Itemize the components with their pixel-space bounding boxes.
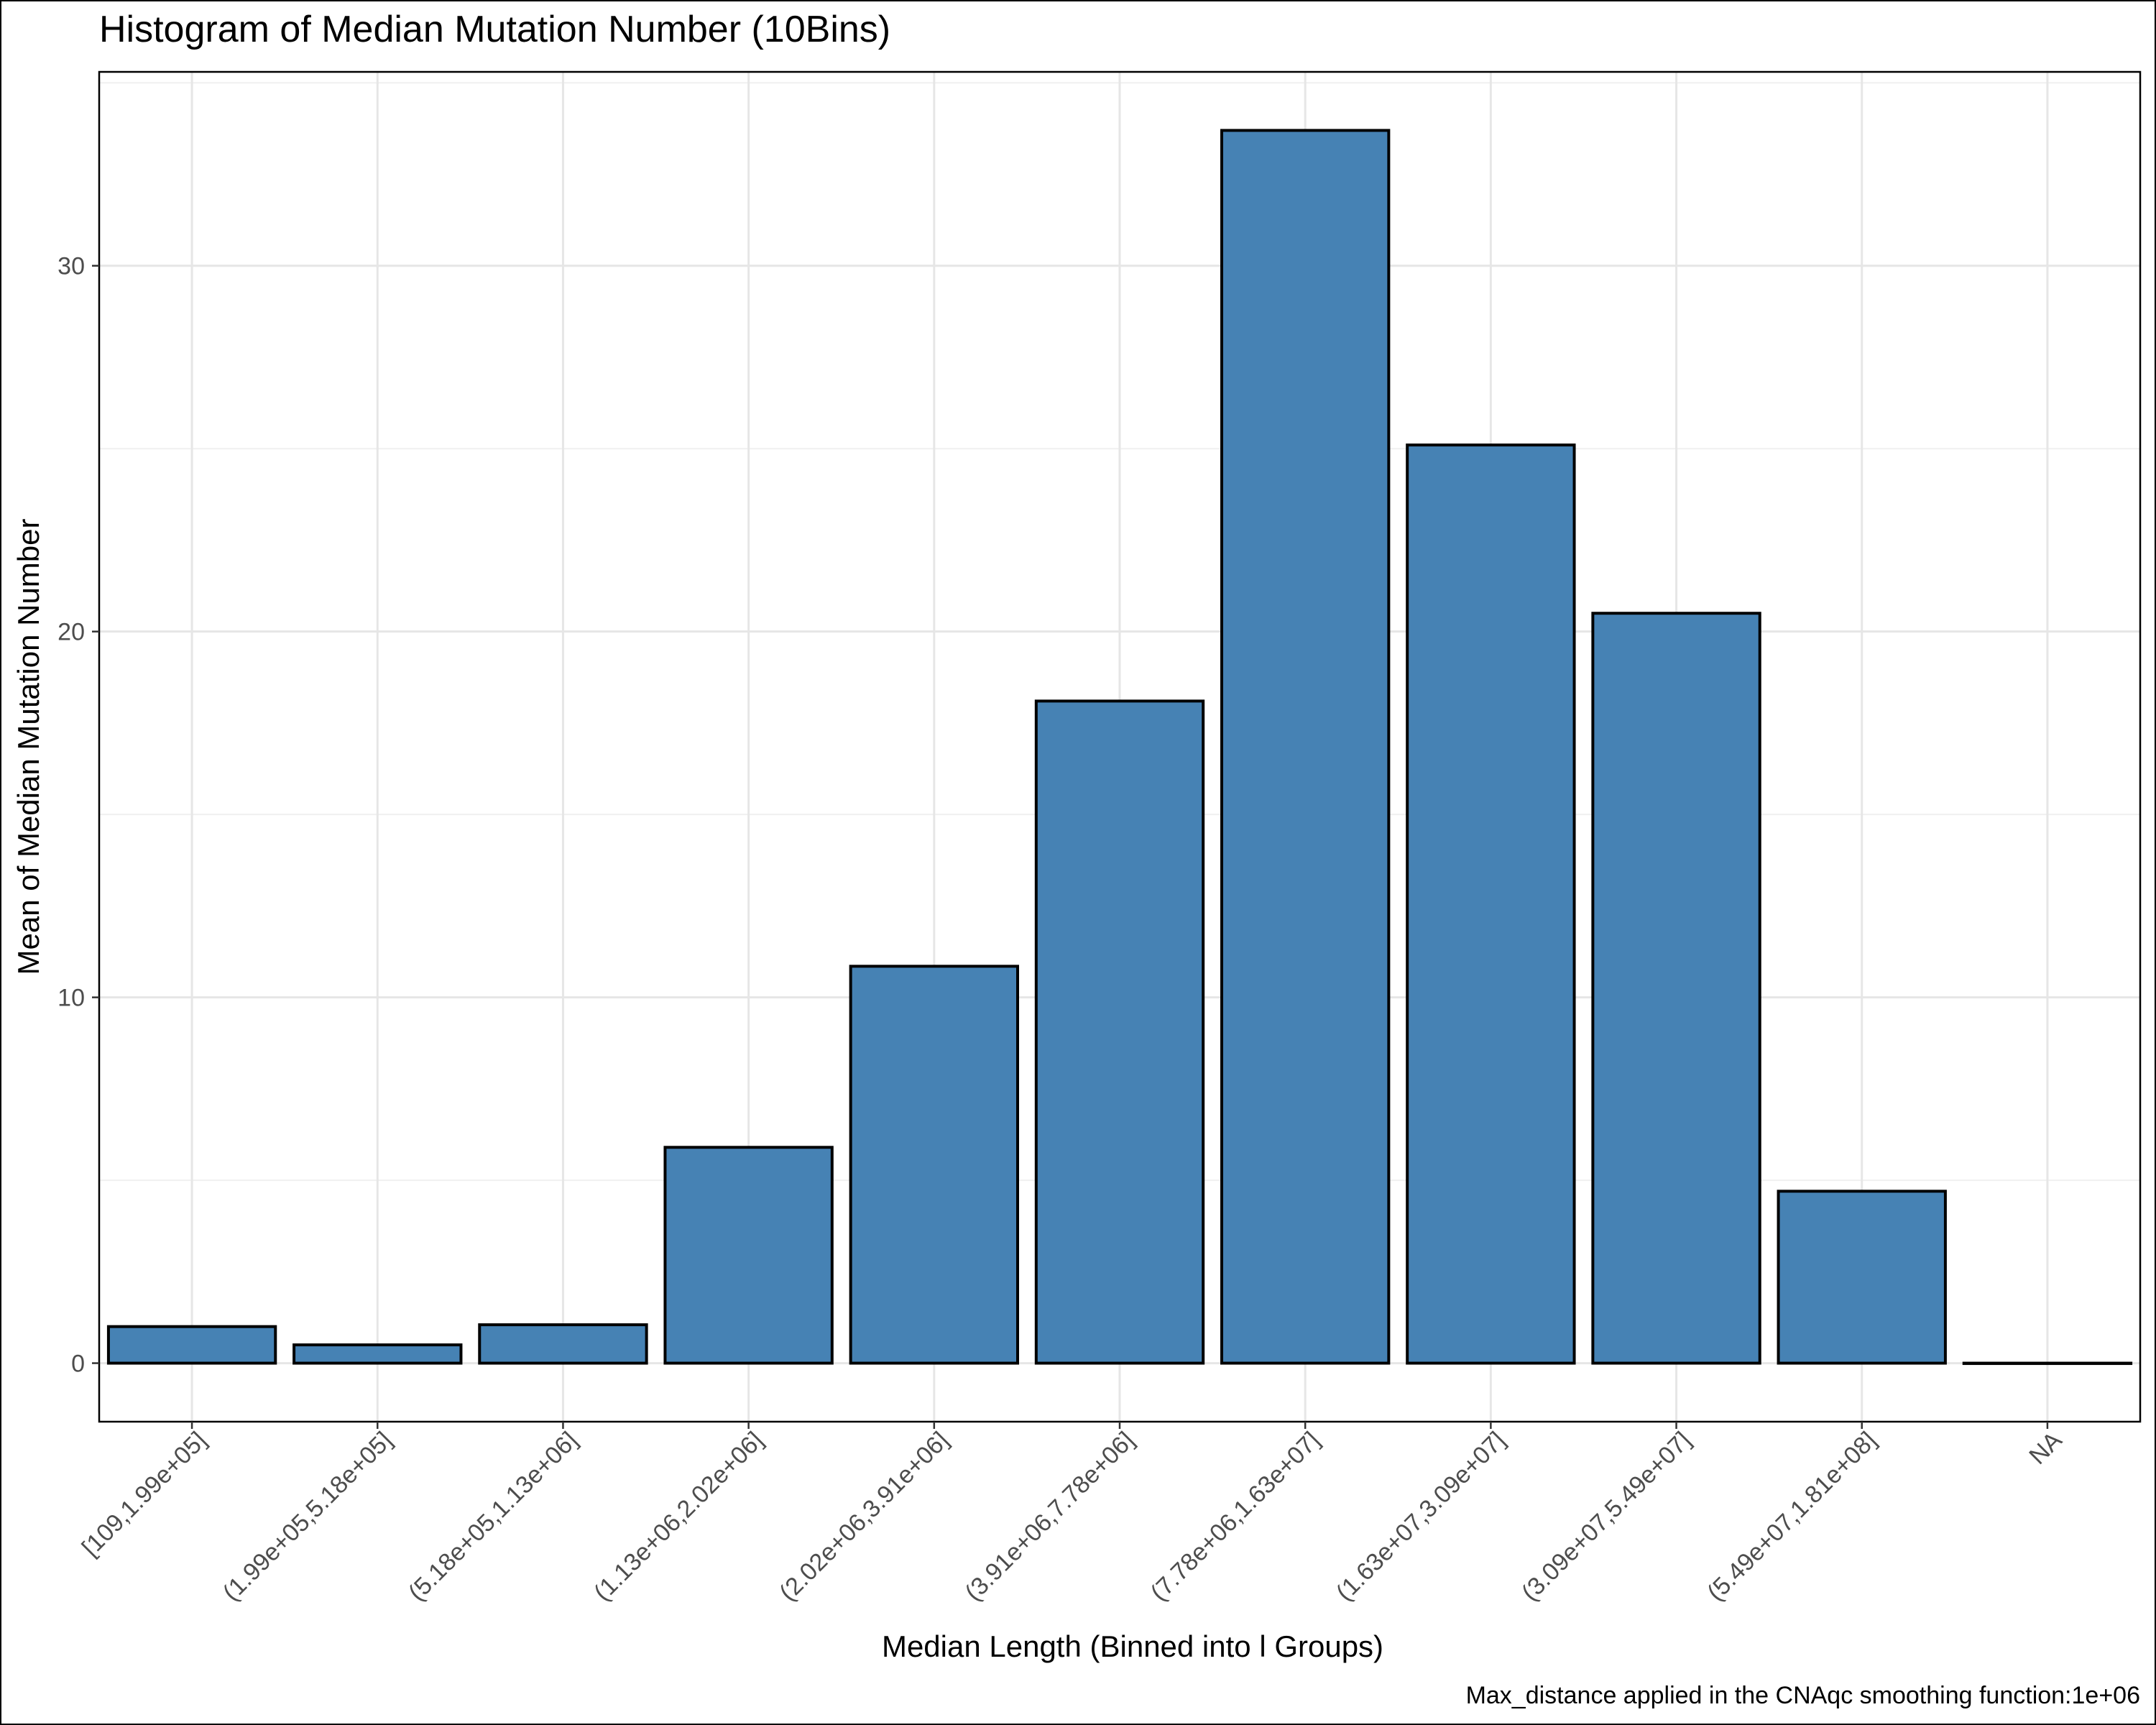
y-axis-title: Mean of Median Mutation Number bbox=[11, 518, 45, 975]
y-tick-label: 30 bbox=[57, 253, 85, 280]
bar bbox=[663, 1146, 834, 1365]
x-tick-label: (1.99e+05,5.18e+05] bbox=[218, 1427, 397, 1606]
chart-caption: Max_distance applied in the CNAqc smooth… bbox=[1466, 1682, 2140, 1709]
bar bbox=[1777, 1190, 1947, 1365]
x-tick-label: (5.18e+05,1.13e+06] bbox=[403, 1427, 583, 1606]
bar bbox=[106, 1325, 277, 1365]
x-axis-ticks: [109,1.99e+05] (1.99e+05,5.18e+05] (5.18e+… bbox=[77, 1422, 2068, 1606]
bar bbox=[478, 1323, 648, 1365]
x-tick-label: (5.49e+07,1.81e+08] bbox=[1702, 1427, 1881, 1606]
bar bbox=[1034, 699, 1205, 1365]
x-tick-label: (2.02e+06,3.91e+06] bbox=[774, 1427, 954, 1606]
x-tick-label: (3.09e+07,5.49e+07] bbox=[1516, 1427, 1696, 1606]
bar bbox=[1591, 612, 1761, 1365]
bar bbox=[1220, 129, 1391, 1365]
y-tick-label: 0 bbox=[71, 1351, 85, 1378]
x-tick-label: (7.78e+06,1.63e+07] bbox=[1146, 1427, 1325, 1606]
chart-title: Histogram of Median Mutation Number (10B… bbox=[99, 9, 890, 50]
x-tick-label: (1.63e+07,3.09e+07] bbox=[1331, 1427, 1511, 1606]
bar bbox=[1406, 443, 1576, 1365]
grid-lines bbox=[99, 72, 2140, 1422]
x-tick-label: (3.91e+06,7.78e+06] bbox=[960, 1427, 1140, 1606]
x-tick-label: NA bbox=[2024, 1427, 2067, 1470]
x-axis-title: Median Length (Binned into l Groups) bbox=[882, 1629, 1383, 1663]
bar bbox=[849, 965, 1019, 1365]
y-axis-ticks: 0 10 20 30 bbox=[57, 253, 99, 1378]
bars bbox=[106, 129, 2133, 1366]
y-tick-label: 10 bbox=[57, 985, 85, 1012]
x-tick-label: [109,1.99e+05] bbox=[77, 1427, 212, 1562]
x-tick-label: (1.13e+06,2.02e+06] bbox=[589, 1427, 768, 1606]
y-tick-label: 20 bbox=[57, 619, 85, 646]
bar bbox=[1962, 1361, 2133, 1366]
bar bbox=[292, 1343, 463, 1365]
